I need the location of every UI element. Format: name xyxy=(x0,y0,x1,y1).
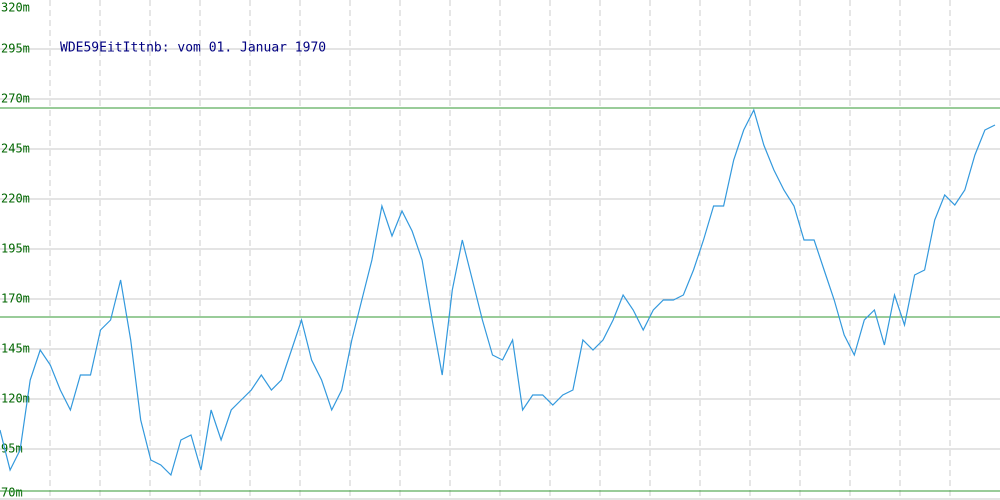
y-tick-label: 170m xyxy=(1,292,30,306)
data-line xyxy=(0,108,996,477)
y-tick-label: 270m xyxy=(1,92,30,106)
y-tick-label: 320m xyxy=(1,1,30,15)
y-tick-label: 145m xyxy=(1,342,30,356)
y-tick-label: 195m xyxy=(1,242,30,256)
y-tick-label: 245m xyxy=(1,142,30,156)
y-tick-label: 70m xyxy=(1,486,23,500)
y-tick-label: 220m xyxy=(1,192,30,206)
y-tick-label: 295m xyxy=(1,42,30,56)
chart-title: WDE59EitIttnb: vom 01. Januar 1970 xyxy=(60,41,326,56)
y-tick-label: 120m xyxy=(1,392,30,406)
y-tick-label: 95m xyxy=(1,442,23,456)
